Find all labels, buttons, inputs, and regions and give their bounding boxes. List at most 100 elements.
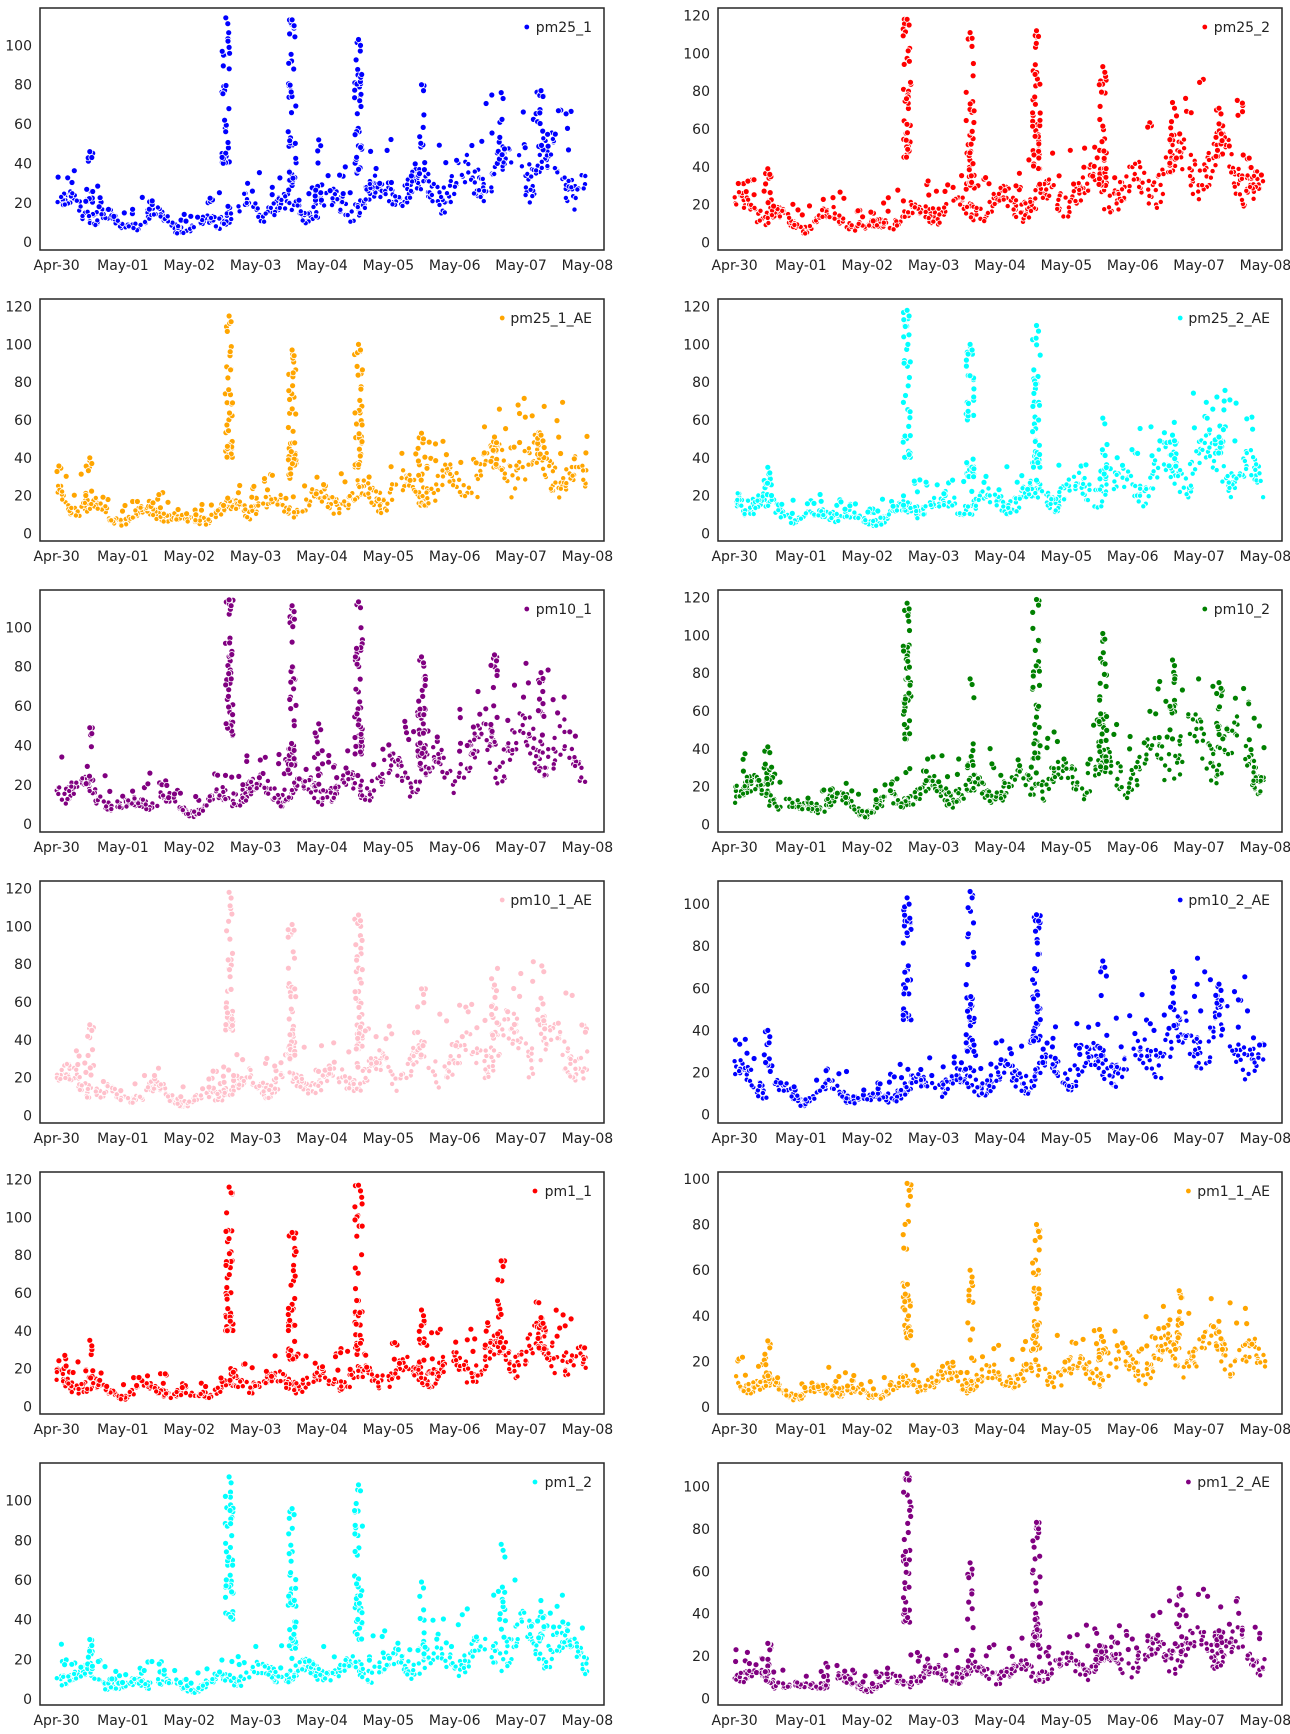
x-tick-label: May-04 (296, 1131, 348, 1147)
data-point (1043, 781, 1050, 788)
data-point (1096, 679, 1104, 687)
data-point (1066, 487, 1073, 494)
x-tick-label: May-07 (495, 549, 547, 565)
data-point (969, 747, 977, 754)
data-point (907, 78, 914, 86)
data-point (469, 723, 477, 731)
y-tick-label: 100 (5, 919, 32, 935)
data-point (355, 36, 362, 43)
data-point (463, 151, 470, 158)
data-point (520, 729, 527, 736)
data-point (361, 204, 368, 211)
data-point (903, 153, 910, 161)
data-point (1035, 140, 1043, 148)
data-point (254, 205, 261, 212)
data-point (843, 513, 850, 520)
data-point (1171, 675, 1179, 683)
x-tick-label: May-07 (495, 1131, 547, 1147)
data-point (303, 496, 310, 503)
data-point (1033, 27, 1040, 35)
data-point (1102, 737, 1110, 744)
data-point (250, 482, 258, 490)
data-point (869, 217, 877, 225)
data-point (476, 710, 484, 718)
data-point (1158, 755, 1165, 762)
data-point (968, 43, 976, 50)
data-point (149, 499, 157, 507)
data-point (969, 740, 977, 748)
data-point (1171, 437, 1178, 445)
data-point (975, 496, 982, 503)
data-point (539, 731, 546, 739)
data-point (451, 190, 458, 197)
data-point (420, 435, 427, 443)
data-point (214, 507, 221, 514)
data-point (960, 478, 968, 485)
data-point (1017, 209, 1024, 216)
data-point (83, 185, 91, 193)
data-point (1179, 758, 1186, 765)
data-point (550, 765, 557, 772)
data-point (1220, 426, 1227, 434)
data-point (995, 486, 1003, 494)
data-point (451, 778, 458, 785)
data-point (766, 802, 773, 809)
data-point (778, 500, 786, 508)
data-point (255, 502, 262, 509)
data-point (580, 476, 587, 483)
data-point (1043, 744, 1051, 752)
data-point (840, 194, 848, 202)
data-point (1050, 765, 1057, 772)
data-point (1115, 190, 1122, 197)
data-point (389, 496, 396, 503)
data-point (1257, 788, 1264, 795)
data-point (351, 780, 358, 787)
data-point (553, 417, 561, 425)
data-point (163, 782, 171, 789)
data-point (237, 802, 244, 809)
data-point (1068, 765, 1075, 772)
data-point (966, 100, 974, 108)
data-point (320, 481, 328, 489)
y-tick-label: 20 (692, 489, 710, 505)
data-point (376, 179, 384, 187)
data-point (544, 666, 552, 674)
data-point (288, 346, 296, 354)
data-point (1219, 478, 1226, 485)
data-point (966, 149, 974, 157)
data-point (1191, 424, 1198, 432)
data-point (442, 461, 449, 468)
data-point (764, 743, 772, 751)
data-point (734, 180, 742, 187)
data-point (903, 306, 911, 314)
data-point (1143, 756, 1150, 763)
data-point (176, 789, 184, 797)
data-point (571, 754, 578, 761)
data-point (439, 481, 446, 488)
data-point (207, 214, 214, 221)
data-point (314, 765, 322, 773)
x-tick-label: May-01 (97, 840, 149, 856)
y-tick-label: 120 (683, 9, 710, 25)
data-point (1154, 751, 1161, 758)
data-point (389, 201, 396, 208)
data-point (1206, 156, 1213, 163)
data-point (1055, 196, 1062, 203)
data-point (1140, 739, 1148, 747)
data-point (731, 194, 738, 201)
data-point (456, 769, 463, 776)
data-point (198, 506, 205, 514)
data-point (1239, 196, 1246, 203)
data-point (776, 213, 783, 220)
x-tick-label: May-01 (775, 258, 827, 274)
y-tick-label: 80 (14, 78, 32, 94)
x-tick-label: May-02 (164, 258, 216, 274)
data-point (910, 477, 918, 485)
data-point (262, 210, 269, 217)
data-point (1241, 457, 1248, 464)
x-tick-label: May-07 (1173, 840, 1225, 856)
x-tick-label: May-04 (296, 258, 348, 274)
data-point (995, 190, 1002, 197)
data-point (1107, 769, 1114, 776)
data-point (373, 488, 380, 495)
